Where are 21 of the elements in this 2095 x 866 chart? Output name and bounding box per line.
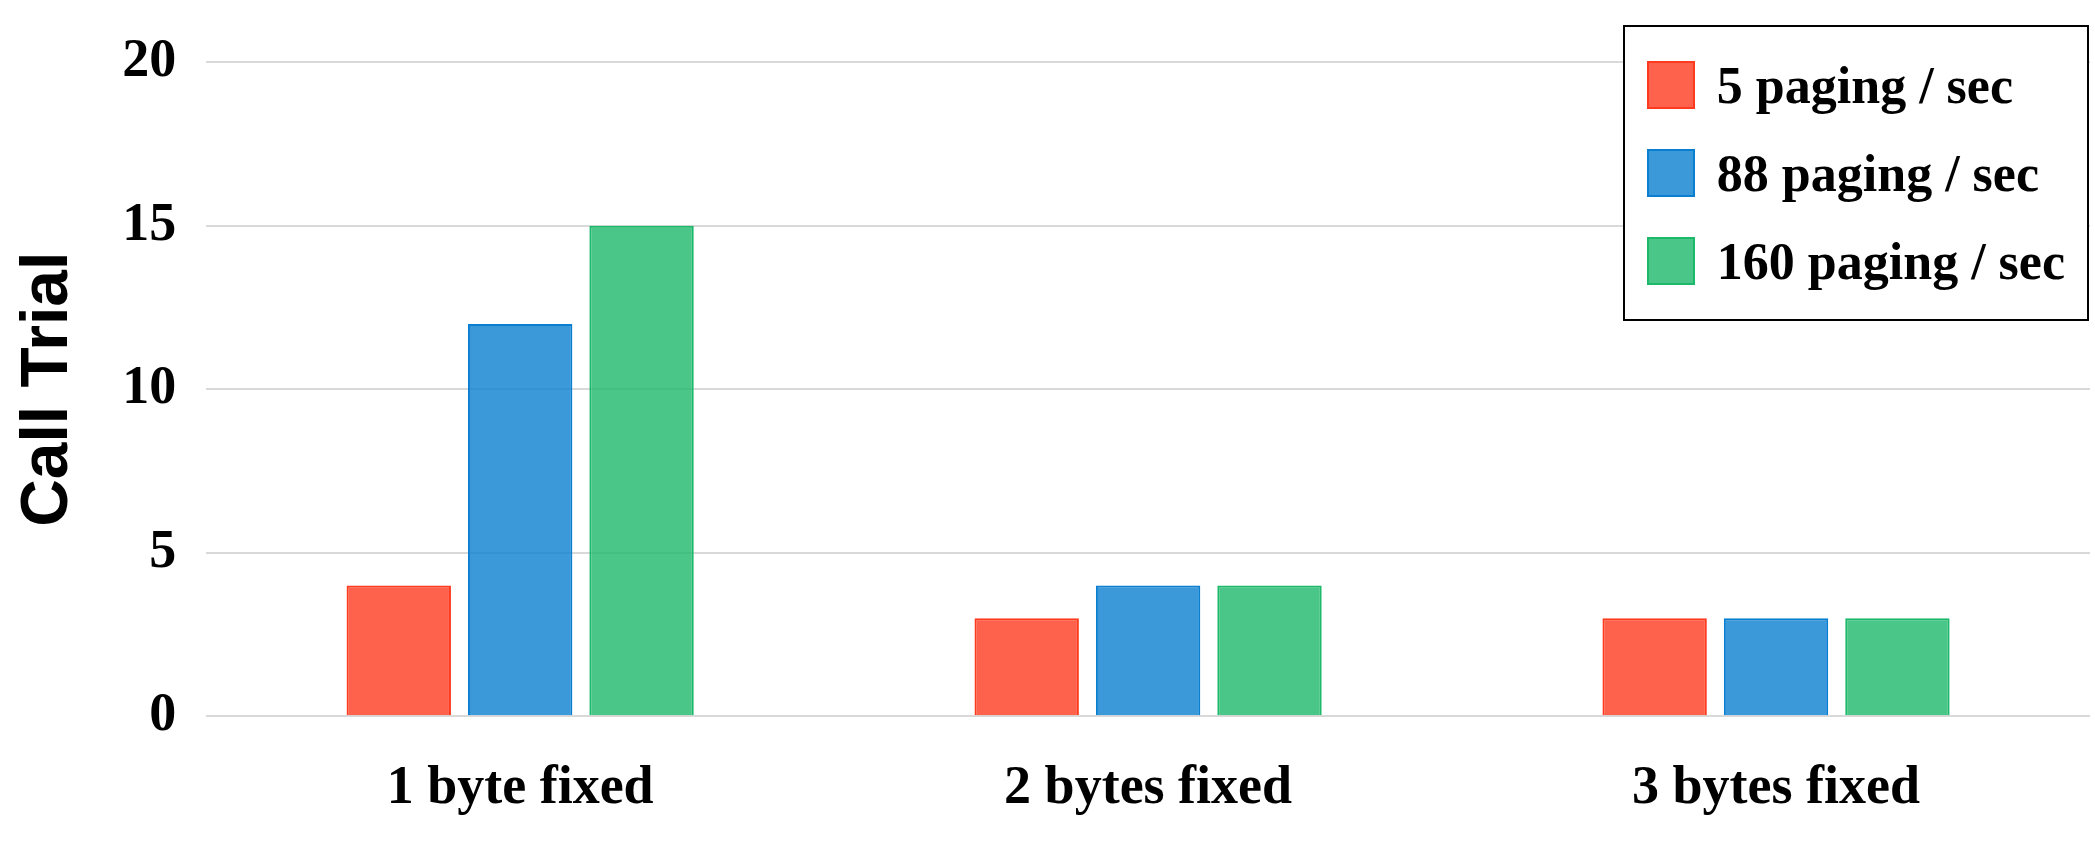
bar xyxy=(467,323,573,716)
y-tick-label: 20 xyxy=(122,28,177,89)
bar xyxy=(346,585,451,716)
x-tick-label: 3 bytes fixed xyxy=(1632,754,1921,815)
bar xyxy=(1602,618,1707,716)
y-tick-label: 15 xyxy=(122,191,177,252)
bar xyxy=(1217,585,1322,716)
legend-label: 88 paging / sec xyxy=(1716,143,2039,203)
x-tick-label: 1 byte fixed xyxy=(386,754,654,815)
bar xyxy=(1845,618,1950,716)
bar xyxy=(1723,618,1829,716)
legend-label: 5 paging / sec xyxy=(1716,55,2013,115)
legend-label: 160 paging / sec xyxy=(1716,231,2065,291)
y-tick-label: 5 xyxy=(149,518,177,579)
x-tick-label: 2 bytes fixed xyxy=(1004,754,1293,815)
y-tick-label: 0 xyxy=(149,682,177,743)
bar xyxy=(1095,585,1201,716)
y-tick-label: 10 xyxy=(122,355,177,416)
bar xyxy=(974,618,1079,716)
y-axis-title: Call Trial xyxy=(6,251,81,527)
bar xyxy=(589,225,694,716)
